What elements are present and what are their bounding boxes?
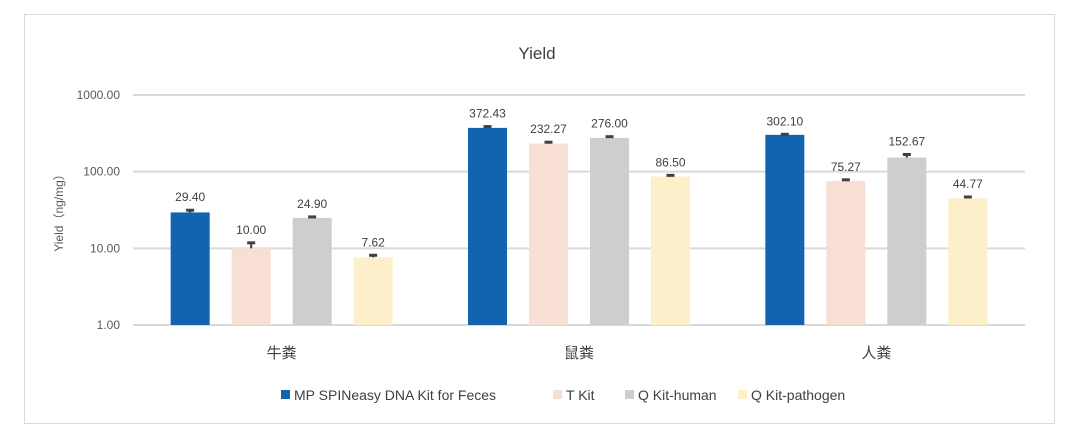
legend-swatch bbox=[281, 390, 290, 399]
bar bbox=[765, 134, 805, 325]
x-category-label: 人粪 bbox=[861, 345, 891, 362]
legend-label: Q Kit-human bbox=[638, 387, 717, 403]
chart-title: Yield bbox=[518, 44, 555, 63]
y-axis-label: Yield（ng/mg） bbox=[52, 168, 66, 252]
bar bbox=[170, 212, 210, 325]
chart-frame bbox=[24, 14, 1055, 424]
bar bbox=[353, 257, 393, 325]
x-category-label: 牛粪 bbox=[267, 345, 297, 362]
bar bbox=[590, 137, 629, 325]
data-label: 29.40 bbox=[175, 190, 205, 204]
data-label: 86.50 bbox=[655, 155, 685, 169]
bar bbox=[887, 157, 927, 325]
x-category-label: 鼠粪 bbox=[564, 345, 594, 362]
legend-swatch bbox=[553, 390, 562, 399]
data-label: 75.27 bbox=[831, 160, 861, 174]
data-label: 276.00 bbox=[591, 117, 628, 131]
legend-swatch bbox=[625, 390, 634, 399]
data-label: 10.00 bbox=[236, 223, 266, 237]
bar bbox=[529, 143, 568, 325]
bar bbox=[826, 181, 866, 325]
y-tick-label: 100.00 bbox=[83, 165, 120, 179]
data-label: 372.43 bbox=[469, 107, 506, 121]
y-tick-label: 1.00 bbox=[97, 318, 121, 332]
bar bbox=[651, 176, 690, 325]
legend-label: T Kit bbox=[566, 387, 595, 403]
data-label: 152.67 bbox=[888, 134, 925, 148]
y-tick-label: 10.00 bbox=[90, 241, 120, 255]
bar bbox=[948, 198, 988, 325]
bar bbox=[292, 217, 332, 325]
legend-swatch bbox=[738, 390, 747, 399]
y-tick-label: 1000.00 bbox=[77, 88, 121, 102]
legend-label: Q Kit-pathogen bbox=[751, 387, 845, 403]
data-label: 24.90 bbox=[297, 197, 327, 211]
bar bbox=[468, 127, 507, 326]
data-label: 7.62 bbox=[361, 235, 385, 249]
legend-label: MP SPINeasy DNA Kit for Feces bbox=[294, 387, 496, 403]
data-label: 44.77 bbox=[953, 177, 983, 191]
data-label: 302.10 bbox=[766, 114, 803, 128]
bar bbox=[231, 248, 271, 325]
data-label: 232.27 bbox=[530, 122, 567, 136]
